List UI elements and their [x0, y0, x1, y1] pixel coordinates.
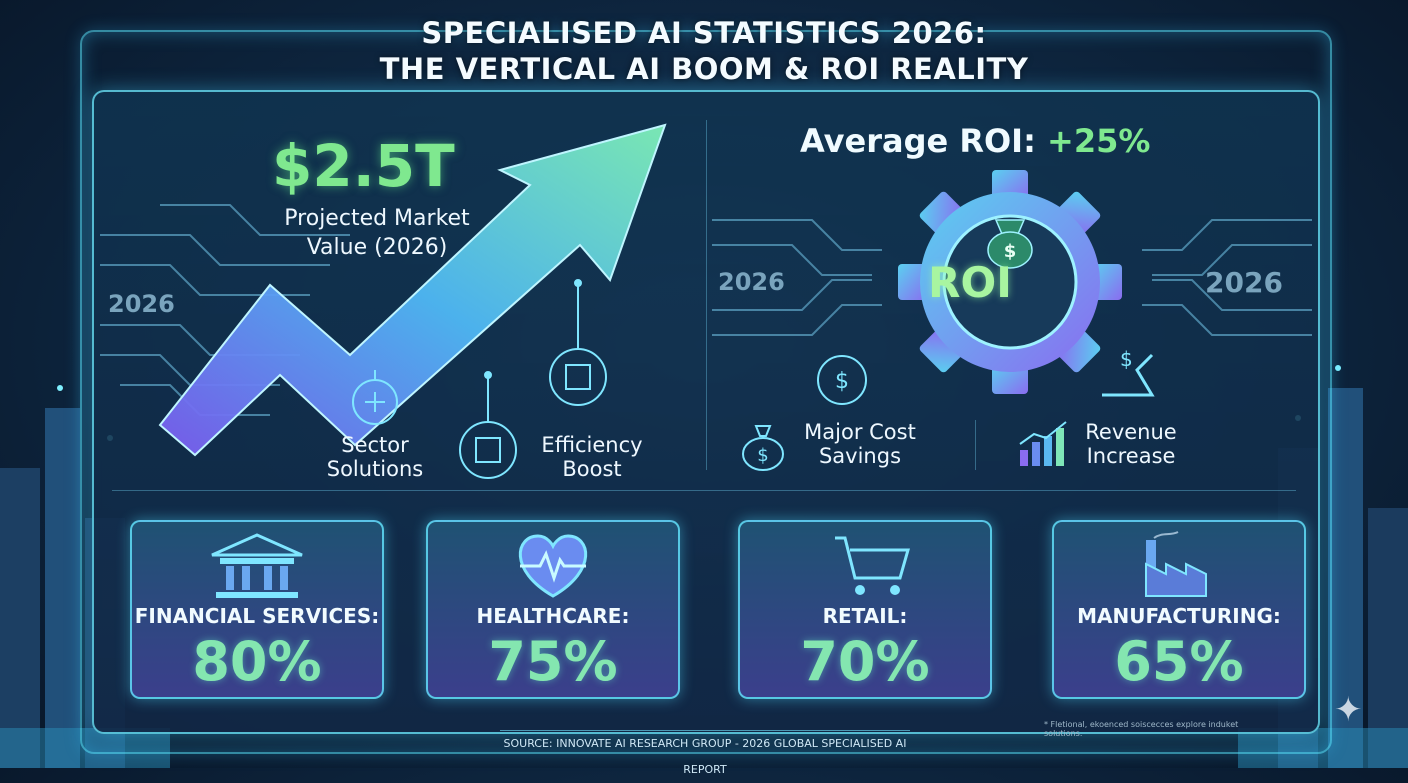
sector-card-manufacturing: Manufacturing: 65% — [1052, 520, 1306, 699]
svg-text:$: $ — [757, 445, 768, 466]
sector-value: 80% — [192, 630, 322, 693]
svg-text:$: $ — [1004, 241, 1017, 262]
year-label-left: 2026 — [108, 290, 175, 318]
roi-gear-graphic: $ $ $ — [712, 170, 1312, 405]
market-value: $2.5T — [272, 132, 455, 200]
sector-card-healthcare: Healthcare: 75% — [426, 520, 680, 699]
factory-icon — [1145, 531, 1207, 597]
page-title-line-2: The Vertical AI Boom & ROI Reality — [379, 52, 1029, 86]
sector-value: 75% — [488, 630, 618, 693]
money-bag-small-icon: $ — [742, 425, 784, 471]
sector-label: Healthcare: — [476, 604, 630, 628]
sector-solutions-label: Sector Solutions — [326, 433, 424, 481]
shopping-cart-icon — [835, 536, 910, 595]
svg-text:$: $ — [835, 369, 849, 394]
source-citation: Source: Innovate AI Research Group - 202… — [500, 730, 910, 776]
year-label-roi-right: 2026 — [1205, 266, 1283, 299]
roi-badge-text: ROI — [928, 258, 1012, 307]
page-title-line-1: Specialised AI Statistics 2026: — [421, 16, 987, 50]
average-roi-label: Average ROI: — [800, 122, 1036, 160]
sector-card-financial: Financial Services: 80% — [130, 520, 384, 699]
efficiency-boost-label: Efficiency Boost — [541, 433, 643, 481]
sector-card-retail: Retail: 70% — [738, 520, 992, 699]
sparkle-icon: ✦ — [1334, 690, 1363, 730]
average-roi-heading: Average ROI: +25% — [800, 122, 1150, 160]
bank-icon — [211, 533, 303, 598]
section-divider — [706, 120, 707, 470]
sector-label: Financial Services: — [134, 604, 380, 628]
sector-label: Manufacturing: — [1077, 604, 1281, 628]
horizontal-divider — [112, 490, 1296, 491]
footnote: * Fletional, ekoenced soiscecces explore… — [1044, 720, 1239, 738]
revenue-increase-label: Revenue Increase — [1085, 420, 1177, 468]
heart-pulse-icon — [518, 534, 588, 598]
outer-frame — [80, 30, 1332, 754]
bar-chart-icon — [1019, 421, 1067, 466]
growth-arrow-graphic — [100, 123, 667, 479]
sector-value: 70% — [800, 630, 930, 693]
sector-value: 65% — [1114, 630, 1244, 693]
average-roi-value: +25% — [1047, 122, 1151, 160]
year-label-roi-left: 2026 — [718, 268, 785, 296]
roi-divider — [975, 420, 976, 470]
svg-text:$: $ — [1120, 347, 1133, 371]
sector-label: Retail: — [822, 604, 908, 628]
market-value-caption: Projected Market Value (2026) — [284, 206, 470, 260]
cost-savings-label: Major Cost Savings — [804, 420, 916, 468]
